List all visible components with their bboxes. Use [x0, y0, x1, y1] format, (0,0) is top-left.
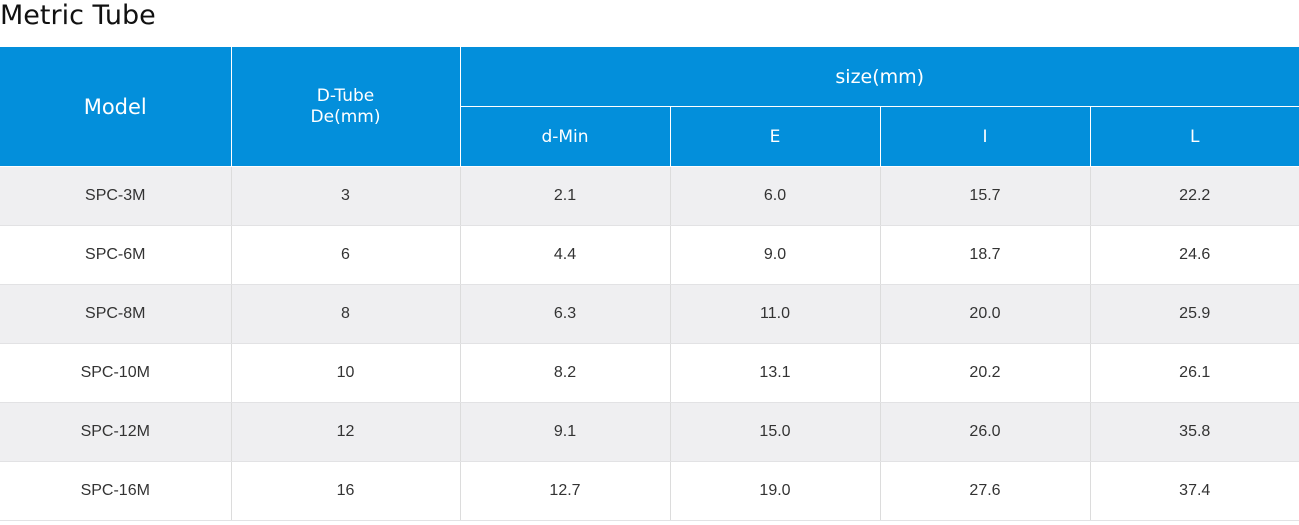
table-row: SPC-16M 16 12.7 19.0 27.6 37.4	[0, 461, 1299, 521]
cell-i: 18.7	[879, 225, 1091, 285]
cell-i: 20.2	[879, 343, 1091, 403]
header-d-tube-line2: De(mm)	[310, 106, 381, 127]
cell-d-tube: 3	[230, 166, 461, 226]
cell-d-tube: 6	[230, 225, 461, 285]
cell-model: SPC-16M	[0, 461, 232, 521]
cell-l: 24.6	[1089, 225, 1299, 285]
table-row: SPC-3M 3 2.1 6.0 15.7 22.2	[0, 166, 1299, 226]
header-e: E	[669, 106, 881, 167]
header-model: Model	[0, 47, 232, 167]
cell-l: 22.2	[1089, 166, 1299, 226]
cell-d-min: 4.4	[459, 225, 671, 285]
cell-model: SPC-10M	[0, 343, 232, 403]
cell-i: 15.7	[879, 166, 1091, 226]
cell-d-min: 9.1	[459, 402, 671, 462]
metric-tube-table: Model D-Tube De(mm) size(mm) d-Min E I L…	[0, 47, 1299, 521]
cell-e: 6.0	[669, 166, 881, 226]
header-size-group: size(mm)	[459, 47, 1299, 107]
cell-l: 25.9	[1089, 284, 1299, 344]
cell-i: 20.0	[879, 284, 1091, 344]
cell-e: 9.0	[669, 225, 881, 285]
cell-model: SPC-12M	[0, 402, 232, 462]
table-row: SPC-8M 8 6.3 11.0 20.0 25.9	[0, 284, 1299, 344]
cell-i: 26.0	[879, 402, 1091, 462]
header-d-tube: D-Tube De(mm)	[230, 47, 461, 167]
cell-d-tube: 10	[230, 343, 461, 403]
cell-d-min: 12.7	[459, 461, 671, 521]
cell-d-min: 6.3	[459, 284, 671, 344]
cell-d-tube: 8	[230, 284, 461, 344]
cell-e: 11.0	[669, 284, 881, 344]
cell-d-tube: 16	[230, 461, 461, 521]
header-i: I	[879, 106, 1091, 167]
cell-i: 27.6	[879, 461, 1091, 521]
cell-model: SPC-3M	[0, 166, 232, 226]
cell-l: 35.8	[1089, 402, 1299, 462]
cell-d-tube: 12	[230, 402, 461, 462]
cell-model: SPC-6M	[0, 225, 232, 285]
header-d-min: d-Min	[459, 106, 671, 167]
cell-e: 13.1	[669, 343, 881, 403]
cell-e: 15.0	[669, 402, 881, 462]
page-title: Metric Tube	[0, 0, 156, 31]
cell-l: 26.1	[1089, 343, 1299, 403]
table-row: SPC-6M 6 4.4 9.0 18.7 24.6	[0, 225, 1299, 285]
header-l: L	[1089, 106, 1299, 167]
cell-l: 37.4	[1089, 461, 1299, 521]
cell-model: SPC-8M	[0, 284, 232, 344]
table-row: SPC-10M 10 8.2 13.1 20.2 26.1	[0, 343, 1299, 403]
cell-d-min: 8.2	[459, 343, 671, 403]
cell-e: 19.0	[669, 461, 881, 521]
header-d-tube-line1: D-Tube	[316, 85, 375, 106]
table-row: SPC-12M 12 9.1 15.0 26.0 35.8	[0, 402, 1299, 462]
cell-d-min: 2.1	[459, 166, 671, 226]
